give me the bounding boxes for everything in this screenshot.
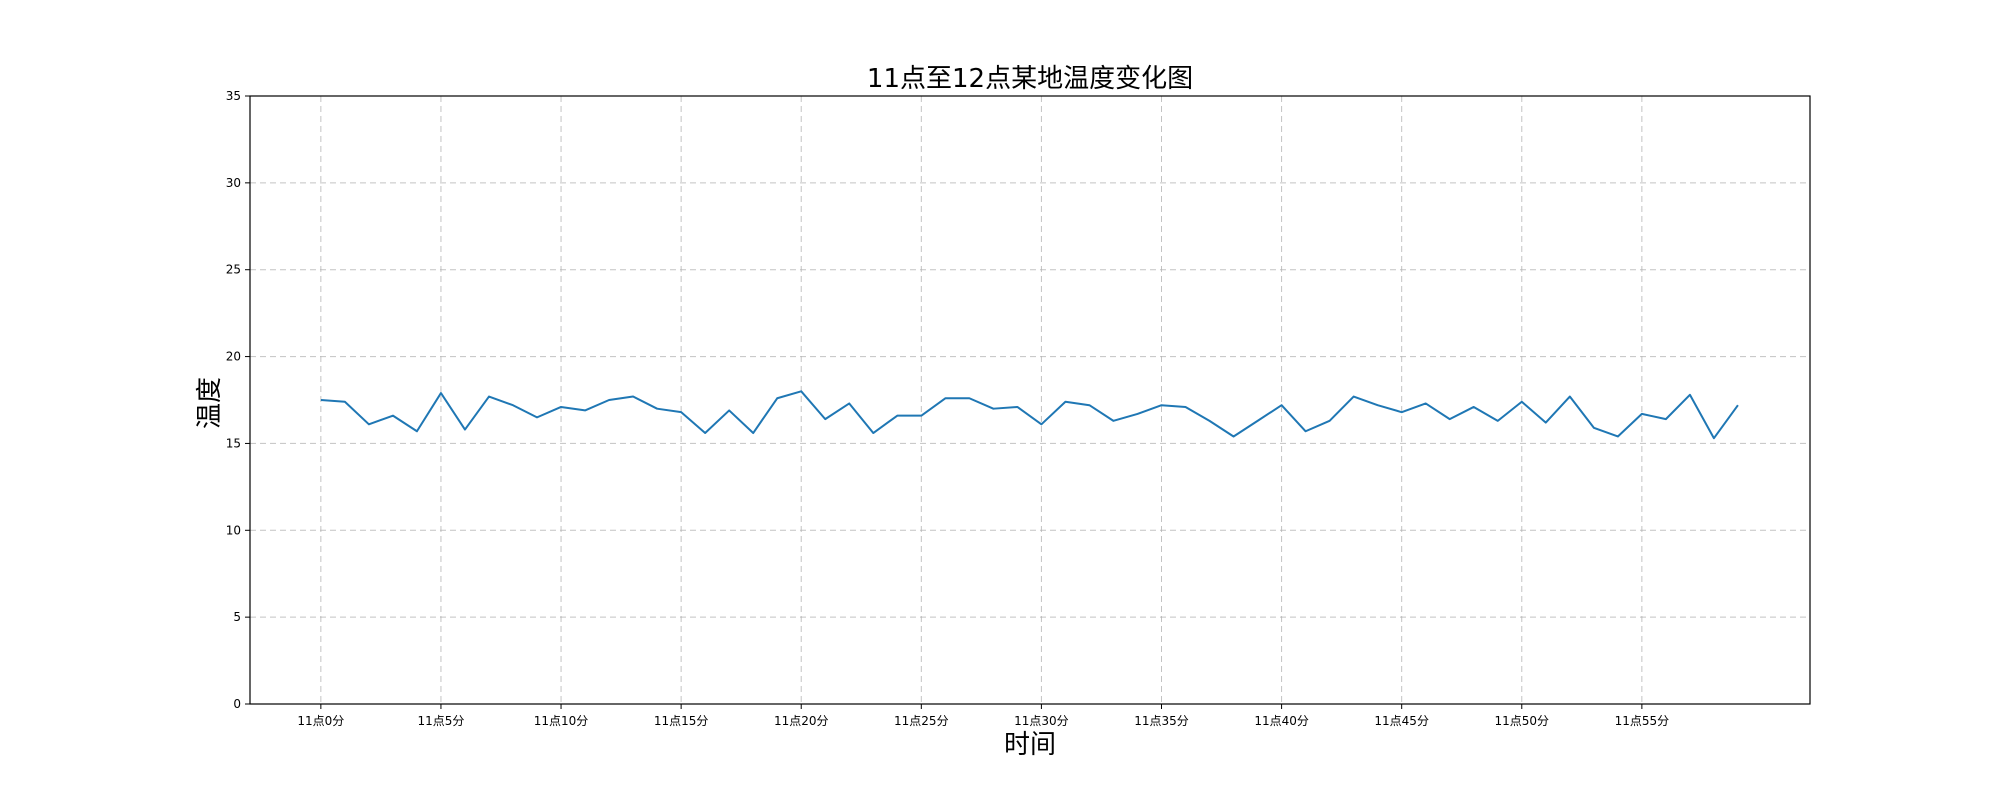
y-axis-label: 温度 xyxy=(195,377,225,429)
grid xyxy=(250,95,1810,705)
x-tick-label: 11点50分 xyxy=(1495,714,1550,728)
series-layer xyxy=(320,390,1739,440)
y-tick-label: 5 xyxy=(233,610,241,624)
y-tick-label: 30 xyxy=(226,176,241,190)
y-tick-label: 20 xyxy=(226,350,241,364)
chart-title: 11点至12点某地温度变化图 xyxy=(867,64,1193,94)
x-tick-label: 11点35分 xyxy=(1134,714,1189,728)
y-tick-label: 10 xyxy=(226,523,241,537)
y-tick-label: 15 xyxy=(226,436,241,450)
x-tick-label: 11点10分 xyxy=(534,714,589,728)
x-tick-label: 11点45分 xyxy=(1374,714,1429,728)
x-tick-label: 11点30分 xyxy=(1014,714,1069,728)
y-tick-label: 0 xyxy=(233,697,241,711)
x-tick-label: 11点55分 xyxy=(1615,714,1670,728)
x-axis-ticks: 11点0分 11点5分 11点10分 11点15分 11点20分 11点25分 11点30分… xyxy=(297,704,1669,728)
y-tick-label: 25 xyxy=(226,263,241,277)
x-tick-label: 11点25分 xyxy=(894,714,949,728)
x-tick-label: 11点15分 xyxy=(654,714,709,728)
x-axis-label: 时间 xyxy=(1004,730,1056,760)
y-axis-ticks: 0 5 10 15 20 25 30 35 xyxy=(226,89,250,711)
plot-frame xyxy=(249,95,1811,705)
x-tick-label: 11点5分 xyxy=(417,714,464,728)
y-tick-label: 35 xyxy=(226,89,241,103)
x-tick-label: 11点0分 xyxy=(297,714,344,728)
x-tick-label: 11点40分 xyxy=(1254,714,1309,728)
temperature-series-line xyxy=(320,390,1739,440)
x-tick-label: 11点20分 xyxy=(774,714,829,728)
